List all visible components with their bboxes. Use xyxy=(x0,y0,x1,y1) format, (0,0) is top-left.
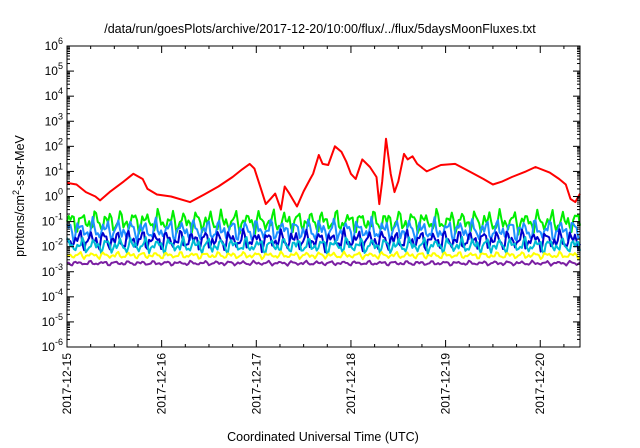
series-line-4 xyxy=(66,235,581,256)
x-tick-label: 2017-12-20 xyxy=(533,353,547,415)
y-tick-label: 103 xyxy=(45,111,63,128)
ticks-layer: 10-6 10-5 10-4 10-3 10-2 10-1 100 101 102 103 104 1… xyxy=(42,36,580,414)
y-tick-label: 10-3 xyxy=(42,262,63,279)
x-tick-label: 2017-12-17 xyxy=(249,353,263,415)
series-line-6 xyxy=(67,259,581,267)
y-tick-label: 105 xyxy=(45,61,63,78)
y-axis-label: protons/cm2-s-sr-MeV xyxy=(11,134,27,256)
x-tick-label: 2017-12-15 xyxy=(60,353,74,415)
plot-frame xyxy=(66,45,581,348)
y-tick-label: 10-6 xyxy=(42,337,63,354)
y-tick-label: 100 xyxy=(45,187,63,204)
y-tick-label: 102 xyxy=(45,136,63,153)
series-line-5 xyxy=(66,250,581,261)
series-line-3 xyxy=(66,227,581,254)
series-layer xyxy=(66,137,581,267)
y-tick-label: 10-5 xyxy=(42,312,63,329)
series-line-1 xyxy=(66,207,581,236)
x-axis-label: Coordinated Universal Time (UTC) xyxy=(227,430,419,444)
y-tick-label: 10-1 xyxy=(42,212,63,229)
chart-title: /data/run/goesPlots/archive/2017-12-20/1… xyxy=(104,22,536,36)
x-tick-label: 2017-12-19 xyxy=(439,353,453,415)
y-tick-label: 10-2 xyxy=(42,237,63,254)
y-tick-label: 101 xyxy=(45,161,63,178)
series-line-0 xyxy=(66,137,581,211)
y-tick-label: 10-4 xyxy=(42,287,63,304)
x-tick-label: 2017-12-16 xyxy=(155,353,169,415)
x-tick-label: 2017-12-18 xyxy=(344,353,358,415)
y-tick-label: 104 xyxy=(45,86,63,103)
y-tick-label: 106 xyxy=(45,36,63,53)
